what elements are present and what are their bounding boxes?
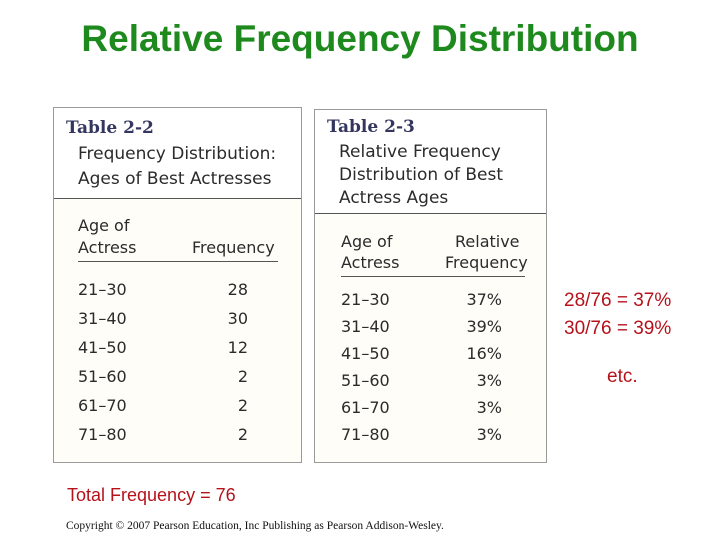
table-2-3-col1-header-line2: Actress bbox=[341, 253, 400, 272]
table-2-2-caption-line2: Ages of Best Actresses bbox=[78, 169, 272, 189]
table-2-3-col2-header-line1: Relative bbox=[455, 232, 520, 251]
table-2-2: Table 2-2 Frequency Distribution: Ages o… bbox=[53, 107, 302, 463]
table-2-3-header bbox=[315, 110, 546, 214]
etc-note: etc. bbox=[607, 366, 638, 387]
table-2-3-caption-line3: Actress Ages bbox=[339, 188, 449, 208]
table-2-3-col2-header-line2: Frequency bbox=[445, 253, 528, 272]
table-2-2-col1-header-line2: Actress bbox=[78, 238, 137, 257]
table-2-3-col1-header-line1: Age of bbox=[341, 232, 393, 251]
table-2-3: Table 2-3 Relative Frequency Distributio… bbox=[314, 109, 547, 463]
table-2-3-number: Table 2-3 bbox=[327, 117, 415, 137]
slide-title: Relative Frequency Distribution bbox=[81, 18, 639, 59]
table-2-2-caption-line1: Frequency Distribution: bbox=[78, 144, 277, 164]
calc-line-2: 30/76 = 39% bbox=[564, 318, 672, 339]
table-2-2-header-rule bbox=[78, 261, 278, 262]
calc-line-1: 28/76 = 37% bbox=[564, 290, 672, 311]
table-2-2-number: Table 2-2 bbox=[66, 118, 154, 138]
table-2-3-caption-line1: Relative Frequency bbox=[339, 142, 501, 162]
table-2-3-caption-line2: Distribution of Best bbox=[339, 165, 504, 185]
table-2-3-header-rule bbox=[341, 276, 525, 277]
total-frequency-note: Total Frequency = 76 bbox=[67, 485, 236, 505]
copyright-notice: Copyright © 2007 Pearson Education, Inc … bbox=[66, 520, 444, 532]
table-2-2-col2-header: Frequency bbox=[192, 238, 275, 257]
table-2-2-col1-header-line1: Age of bbox=[78, 216, 130, 235]
table-2-2-header bbox=[54, 108, 301, 199]
